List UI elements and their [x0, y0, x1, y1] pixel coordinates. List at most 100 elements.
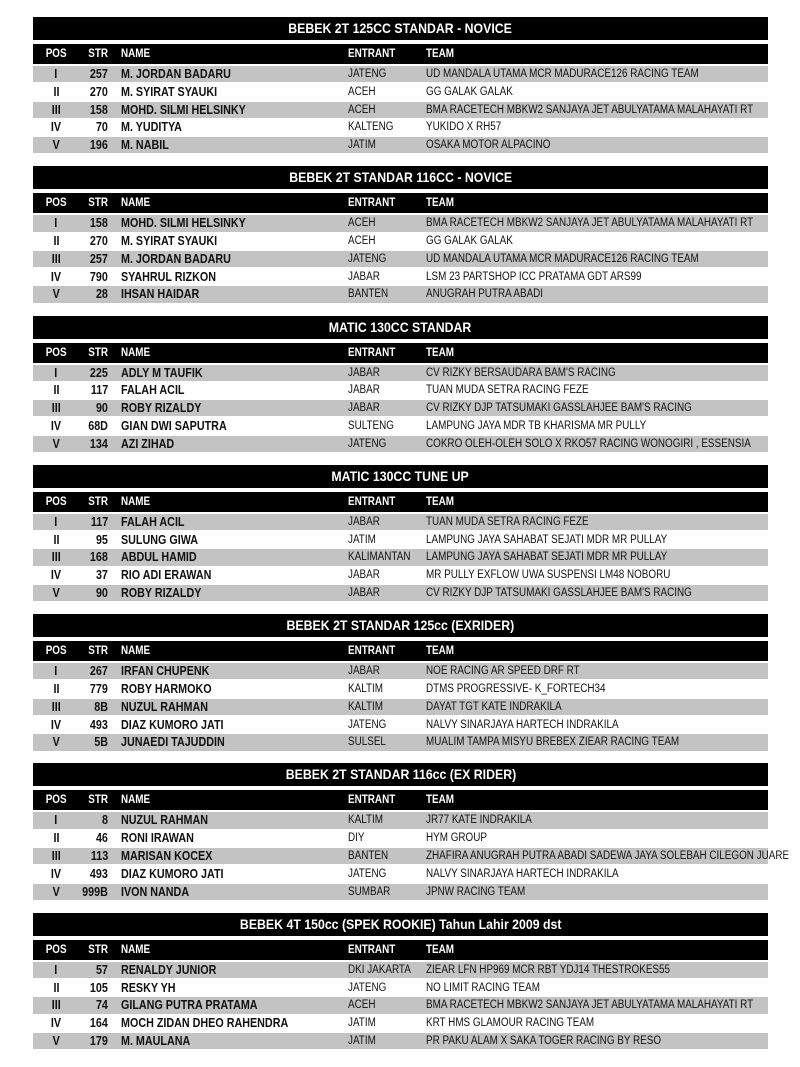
cell-entrant: BANTEN — [348, 286, 395, 302]
cell-name-text: RIO ADI ERAWAN — [121, 568, 212, 583]
cell-team-text: COKRO OLEH-OLEH SOLO X RKO57 RACING WONO… — [426, 437, 751, 450]
column-header-name: NAME — [121, 492, 155, 512]
results-section: BEBEK 4T 150cc (SPEK ROOKIE) Tahun Lahir… — [33, 912, 768, 1062]
section-title-text: BEBEK 2T 125CC STANDAR - NOVICE — [288, 20, 513, 36]
column-header-entrant: ENTRANT — [348, 940, 403, 960]
cell-pos-text: II — [53, 532, 59, 547]
table-row: V 999B IVON NANDA SUMBAR JPNW RACING TEAM — [33, 883, 768, 900]
section-title: BEBEK 2T STANDAR 125cc (EXRIDER) — [33, 614, 768, 638]
cell-str: 105 — [73, 980, 108, 996]
column-header-name: NAME — [121, 790, 155, 810]
cell-pos-text: III — [51, 699, 61, 714]
column-header-str: STR — [73, 44, 108, 64]
cell-name-text: M. MAULANA — [121, 1033, 191, 1048]
column-header-team: TEAM — [426, 641, 459, 661]
cell-entrant-text: ACEH — [348, 235, 376, 248]
cell-team-text: TUAN MUDA SETRA RACING FEZE — [426, 384, 589, 397]
cell-entrant: JABAR — [348, 514, 385, 530]
cell-pos: IV — [41, 269, 71, 285]
column-header-team-text: TEAM — [426, 48, 455, 60]
cell-pos-text: V — [52, 884, 60, 899]
table-row: IV 493 DIAZ KUMORO JATI JATENG NALVY SINARJA… — [33, 866, 768, 882]
cell-name-text: M. SYIRAT SYAUKI — [121, 84, 218, 99]
cell-name: RENALDY JUNIOR — [121, 962, 232, 978]
cell-entrant-text: ACEH — [348, 999, 376, 1012]
cell-name-text: MOCH ZIDAN DHEO RAHENDRA — [121, 1016, 289, 1031]
cell-team: HYM GROUP — [426, 830, 497, 846]
cell-name: ROBY HARMOKO — [121, 681, 226, 697]
cell-pos: V — [41, 884, 71, 900]
cell-str-text: 90 — [96, 401, 108, 416]
cell-entrant-text: JATENG — [348, 867, 387, 880]
table-row: I 57 RENALDY JUNIOR DKI JAKARTA ZIEAR LFN HP… — [33, 961, 768, 979]
cell-name: ROBY RIZALDY — [121, 400, 215, 416]
cell-name-text: GIAN DWI SAPUTRA — [121, 418, 227, 433]
cell-entrant: JATENG — [348, 866, 393, 882]
cell-pos: II — [41, 233, 71, 249]
cell-pos: III — [41, 997, 71, 1013]
cell-entrant: ACEH — [348, 102, 380, 118]
cell-name-text: NUZUL RAHMAN — [121, 813, 208, 828]
table-row: III 8B NUZUL RAHMAN KALTIM DAYAT TGT KATE IN… — [33, 698, 768, 716]
column-header-team-text: TEAM — [426, 943, 455, 956]
column-header-str-text: STR — [88, 48, 108, 60]
cell-name: M. SYIRAT SYAUKI — [121, 233, 233, 249]
cell-team: LAMPUNG JAYA SAHABAT SEJATI MDR MR PULLA… — [426, 549, 707, 565]
table-row: II 95 SULUNG GIWA JATIM LAMPUNG JAYA SAHABAT… — [33, 532, 768, 548]
cell-team-text: BMA RACETECH MBKW2 SANJAYA JET ABULYATAM… — [426, 103, 754, 116]
cell-entrant: JABAR — [348, 585, 385, 601]
section-title-text: MATIC 130CC TUNE UP — [331, 467, 470, 484]
cell-team-text: LSM 23 PARTSHOP ICC PRATAMA GDT ARS99 — [426, 270, 642, 283]
cell-entrant: JABAR — [348, 567, 385, 583]
cell-entrant: JATENG — [348, 251, 393, 267]
cell-team: ZHAFIRA ANUGRAH PUTRA ABADI SADEWA JAYA … — [426, 848, 800, 864]
cell-pos-text: II — [53, 980, 59, 995]
cell-pos-text: III — [51, 550, 61, 565]
cell-pos: II — [41, 681, 71, 697]
table-row: IV 37 RIO ADI ERAWAN JABAR MR PULLY EXFLOW U… — [33, 567, 768, 583]
cell-name: FALAH ACIL — [121, 382, 195, 398]
cell-team: JPNW RACING TEAM — [426, 884, 541, 900]
cell-entrant-text: KALTIM — [348, 814, 383, 827]
cell-name: SULUNG GIWA — [121, 532, 211, 548]
cell-team: BMA RACETECH MBKW2 SANJAYA JET ABULYATAM… — [426, 102, 800, 118]
cell-name: MOHD. SILMI HELSINKY — [121, 215, 266, 231]
cell-pos: V — [41, 734, 71, 750]
cell-name: M. JORDAN BADARU — [121, 251, 249, 267]
cell-pos: III — [41, 102, 71, 118]
cell-entrant-text: DIY — [348, 832, 365, 845]
cell-entrant-text: BANTEN — [348, 288, 389, 301]
cell-entrant: JABAR — [348, 365, 385, 381]
cell-entrant-text: ACEH — [348, 85, 376, 98]
cell-pos-text: V — [52, 436, 60, 451]
column-header-entrant-text: ENTRANT — [348, 645, 396, 658]
column-header-entrant: ENTRANT — [348, 790, 403, 810]
column-header-team: TEAM — [426, 940, 459, 960]
cell-str: 113 — [73, 848, 108, 864]
column-header-str-text: STR — [88, 495, 108, 508]
cell-entrant: JABAR — [348, 400, 385, 416]
cell-team: MR PULLY EXFLOW UWA SUSPENSI LM48 NOBORU — [426, 567, 710, 583]
cell-team: TUAN MUDA SETRA RACING FEZE — [426, 514, 615, 530]
cell-str-text: 493 — [90, 717, 108, 732]
cell-entrant: JATENG — [348, 436, 393, 452]
cell-team-text: CV RIZKY DJP TATSUMAKI GASSLAHJEE BAM'S … — [426, 587, 692, 600]
cell-entrant-text: JABAR — [348, 665, 380, 678]
cell-str-text: 225 — [90, 365, 108, 380]
section-title-text: MATIC 130CC STANDAR — [329, 318, 472, 335]
cell-name-text: ROBY RIZALDY — [121, 586, 202, 601]
cell-str-text: 257 — [90, 251, 108, 266]
table-row: IV 164 MOCH ZIDAN DHEO RAHENDRA JATIM KRT HM… — [33, 1015, 768, 1031]
cell-name: GIAN DWI SAPUTRA — [121, 418, 244, 434]
cell-str-text: 158 — [90, 102, 108, 117]
cell-name: M. YUDITYA — [121, 119, 192, 135]
column-header-pos-text: POS — [45, 495, 67, 508]
column-header-str: STR — [73, 492, 108, 512]
cell-pos-text: III — [51, 102, 61, 117]
table-row: II 779 ROBY HARMOKO KALTIM DTMS PROGRESSIVE-… — [33, 681, 768, 697]
cell-name-text: ADLY M TAUFIK — [121, 365, 203, 380]
cell-str-text: 105 — [90, 980, 108, 995]
table-row: II 270 M. SYIRAT SYAUKI ACEH GG GALAK GALAK — [33, 84, 768, 100]
cell-team-text: MUALIM TAMPA MISYU BREBEX ZIEAR RACING T… — [426, 736, 680, 749]
cell-name-text: SYAHRUL RIZKON — [121, 269, 216, 284]
